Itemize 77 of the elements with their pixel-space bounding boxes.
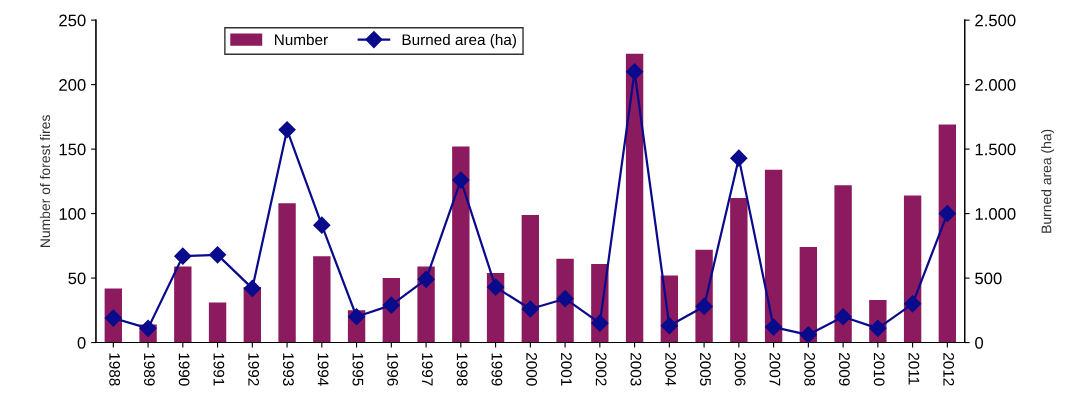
point (452, 171, 470, 189)
point (730, 149, 748, 167)
point (660, 317, 678, 335)
point (765, 318, 783, 336)
x-tick-label: 1995 (352, 353, 364, 386)
x-tick-label: 1994 (317, 353, 329, 386)
y2-tick-label: 1.500 (975, 143, 1016, 156)
point (799, 326, 817, 343)
x-tick-label: 2010 (873, 353, 885, 386)
bar (174, 266, 192, 343)
x-tick-label: 1991 (213, 353, 225, 386)
legend-label: Number (275, 33, 328, 46)
x-tick-label: 2000 (526, 353, 538, 386)
point (591, 314, 609, 332)
y-tick-label: 0 (77, 336, 86, 349)
x-tick-label: 2004 (665, 353, 677, 386)
point (313, 216, 331, 234)
x-tick-label: 2009 (839, 353, 850, 386)
y-tick-label: 50 (68, 272, 86, 285)
bar (903, 195, 922, 343)
bar (278, 203, 296, 343)
x-tick-label: 2007 (769, 353, 781, 386)
point (417, 270, 435, 288)
point (521, 300, 539, 318)
point (834, 308, 852, 326)
point (869, 319, 887, 337)
point (938, 205, 956, 223)
legend-label: Burned area (ha) (402, 33, 516, 49)
x-tick-label: 2005 (699, 353, 711, 386)
point (139, 319, 157, 337)
x-tick-label: 1990 (178, 353, 190, 386)
y-tick-label: 150 (59, 143, 86, 156)
bar (730, 198, 748, 343)
y2-tick-label: 0 (975, 336, 984, 349)
point (209, 246, 227, 264)
x-tick-label: 2003 (630, 353, 642, 386)
x-tick-label: 2008 (804, 353, 816, 386)
bar (452, 146, 470, 343)
y2-tick-label: 2.000 (975, 79, 1016, 91)
point (278, 121, 296, 139)
bar (764, 169, 783, 343)
point (626, 63, 644, 81)
x-tick-label: 1998 (456, 353, 468, 386)
y-axis-title: Number of forest fires (39, 115, 51, 247)
point (382, 296, 400, 314)
x-tick-label: 1999 (491, 353, 503, 386)
point (243, 279, 261, 297)
y2-tick-label: 500 (975, 272, 1002, 285)
point (174, 247, 192, 265)
y2-tick-label: 2.500 (975, 14, 1016, 27)
y-tick-label: 100 (59, 207, 86, 220)
y2-axis-title: Burned area (ha) (1041, 129, 1055, 233)
bar (938, 124, 957, 343)
point (695, 297, 713, 315)
x-tick-label: 1997 (421, 353, 433, 386)
x-tick-label: 1989 (143, 353, 155, 386)
x-tick-label: 1996 (387, 353, 399, 386)
x-tick-label: 2012 (943, 353, 955, 386)
x-tick-label: 2001 (560, 353, 572, 386)
y-tick-label: 200 (59, 79, 86, 91)
bar (625, 53, 644, 343)
x-tick-label: 1993 (282, 353, 294, 386)
point (556, 290, 574, 308)
point (487, 278, 505, 296)
x-tick-label: 2002 (595, 353, 607, 386)
x-tick-label: 1988 (109, 353, 121, 386)
x-tick-label: 2011 (908, 353, 920, 385)
bar (208, 302, 227, 343)
y-tick-label: 250 (59, 14, 86, 27)
x-tick-label: 2006 (734, 353, 746, 386)
point (904, 295, 922, 313)
bar (313, 256, 331, 343)
y2-tick-label: 1.000 (975, 207, 1016, 220)
bar (834, 185, 852, 343)
point (104, 309, 122, 327)
x-tick-label: 1992 (248, 353, 260, 386)
bar (521, 214, 540, 343)
